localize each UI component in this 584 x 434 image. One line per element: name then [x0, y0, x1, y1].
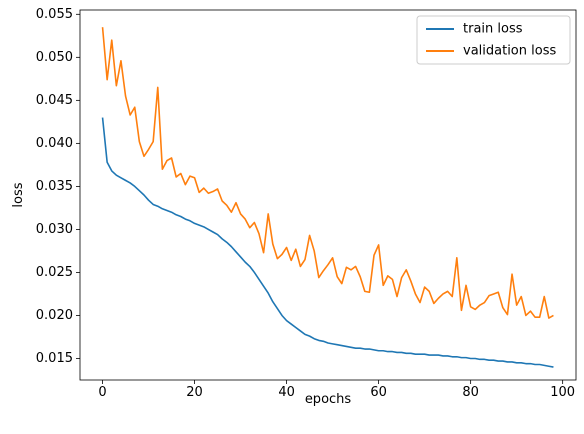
legend-label-train: train loss — [463, 22, 523, 37]
y-tick-label: 0.035 — [36, 179, 73, 194]
plot-frame — [79, 9, 577, 381]
x-tick-label: 60 — [370, 385, 387, 400]
y-tick-label: 0.040 — [36, 136, 73, 151]
legend: train loss validation loss — [416, 15, 571, 65]
y-tick-label: 0.030 — [36, 222, 73, 237]
x-tick-label: 40 — [278, 385, 295, 400]
series-line-validation — [101, 27, 554, 319]
x-tick-label: 0 — [98, 385, 106, 400]
y-tick-label: 0.050 — [36, 50, 73, 65]
x-tick-label: 20 — [186, 385, 203, 400]
y-tick-label: 0.025 — [36, 265, 73, 280]
y-tick-label: 0.020 — [36, 308, 73, 323]
x-axis: 0 20 40 60 80 100 — [98, 380, 575, 400]
y-axis-label: loss — [11, 182, 26, 207]
legend-label-validation: validation loss — [463, 44, 556, 59]
y-tick-label: 0.055 — [36, 7, 73, 22]
series-line-train — [101, 117, 554, 368]
x-axis-label: epochs — [305, 392, 352, 407]
y-tick-label: 0.015 — [36, 351, 73, 366]
x-tick-label: 80 — [462, 385, 479, 400]
y-tick-label: 0.045 — [36, 93, 73, 108]
legend-box — [416, 15, 571, 65]
y-axis: 0.015 0.020 0.025 0.030 0.035 0.040 0.045 0.050… — [36, 7, 80, 366]
x-tick-label: 100 — [550, 385, 575, 400]
plot-lines — [101, 27, 554, 368]
